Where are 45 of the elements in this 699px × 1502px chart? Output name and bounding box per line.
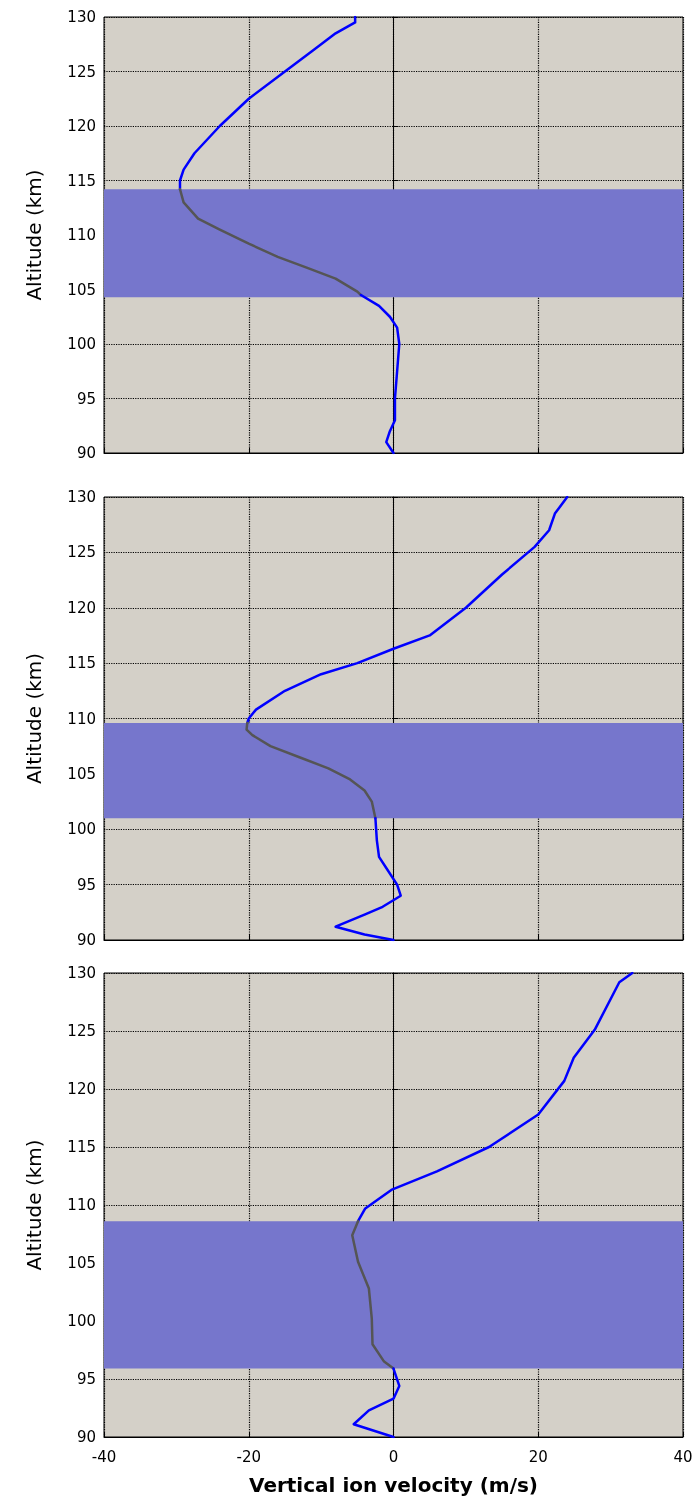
y-tick-label: 130 xyxy=(67,488,96,506)
y-tick-label: 130 xyxy=(67,964,96,982)
line-series xyxy=(245,721,377,820)
x-axis-title: Vertical ion velocity (m/s) xyxy=(249,1473,538,1497)
y-tick-label: 125 xyxy=(67,1022,96,1040)
line-series xyxy=(352,1367,401,1439)
y-tick-label: 125 xyxy=(67,543,96,562)
y-tick-label: 115 xyxy=(67,1138,96,1156)
y-axis-title: Altitude (km) xyxy=(22,1139,46,1271)
y-tick-label: 105 xyxy=(67,280,96,299)
y-tick-label: 105 xyxy=(67,1254,96,1272)
y-tick-label: 100 xyxy=(67,335,96,353)
y-tick-label: 90 xyxy=(76,444,96,462)
y-tick-label: 95 xyxy=(76,1370,96,1388)
line-series xyxy=(246,495,569,725)
y-tick-label: 110 xyxy=(67,709,96,728)
y-tick-label: 120 xyxy=(67,1080,96,1098)
y-tick-label: 95 xyxy=(76,389,96,408)
y-tick-label: 100 xyxy=(67,820,96,839)
line-series xyxy=(359,293,401,455)
y-tick-label: 115 xyxy=(67,654,96,673)
line-series xyxy=(334,816,402,942)
line-series xyxy=(356,971,634,1223)
y-tick-label: 130 xyxy=(67,8,96,26)
y-tick-label: 120 xyxy=(67,117,96,135)
y-tick-label: 105 xyxy=(67,764,96,783)
x-tick-label: 0 xyxy=(388,1447,399,1466)
y-tick-label: 110 xyxy=(67,1196,96,1214)
line-series xyxy=(351,1219,395,1370)
x-tick-label: 40 xyxy=(673,1447,693,1466)
x-tick-label: -20 xyxy=(236,1447,261,1466)
y-tick-label: 120 xyxy=(67,598,96,617)
x-tick-label: -40 xyxy=(91,1447,117,1466)
line-series xyxy=(178,187,363,297)
y-axis-title: Altitude (km) xyxy=(22,652,46,785)
x-tick-label: 20 xyxy=(528,1447,548,1466)
y-tick-label: 125 xyxy=(67,62,96,81)
y-axis-title: Altitude (km) xyxy=(22,169,46,301)
y-tick-label: 90 xyxy=(76,931,96,949)
y-tick-label: 100 xyxy=(67,1312,96,1330)
y-tick-label: 110 xyxy=(67,226,96,244)
line-series xyxy=(178,15,357,191)
y-tick-label: 115 xyxy=(67,171,96,190)
y-tick-label: 95 xyxy=(76,875,96,894)
y-tick-label: 90 xyxy=(76,1428,96,1446)
